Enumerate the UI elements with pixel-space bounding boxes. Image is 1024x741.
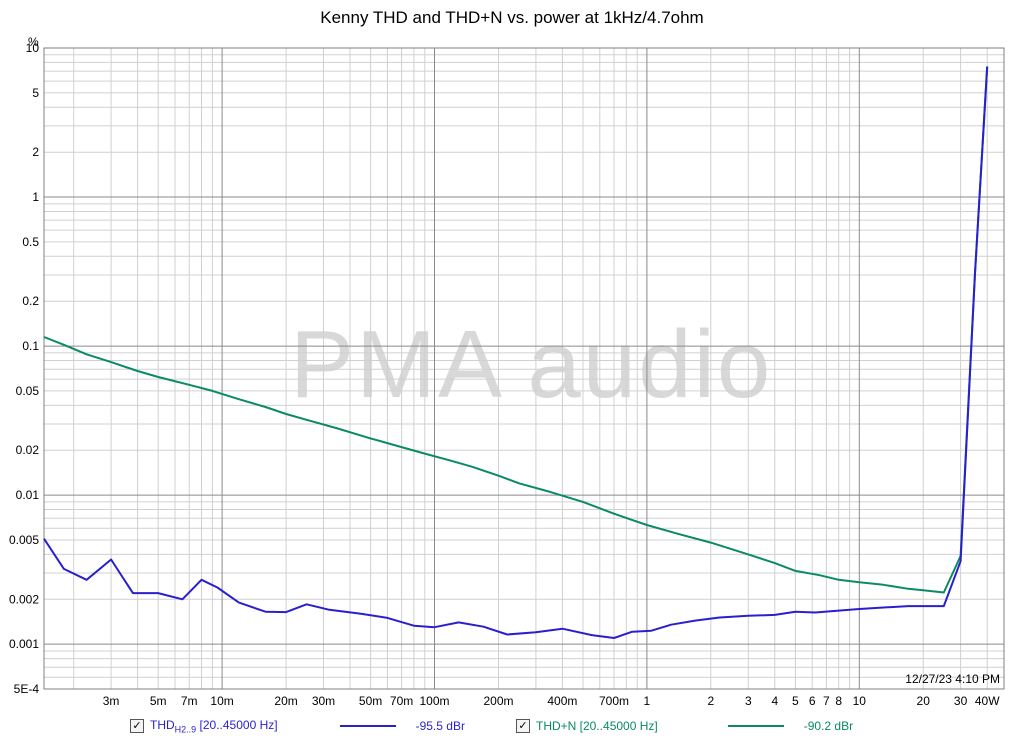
y-tick-label: 0.01 (16, 488, 40, 502)
y-tick-label: 0.05 (16, 384, 40, 398)
x-tick-label: 7 (823, 694, 830, 708)
legend-thd[interactable]: ✓ THDH2..9 [20..45000 Hz] -95.5 dBr (130, 716, 465, 736)
y-tick-label: 5 (32, 86, 39, 100)
x-tick-label: 50m (359, 694, 382, 708)
thd-value: -95.5 dBr (415, 719, 465, 733)
x-tick-label: 10 (853, 694, 867, 708)
x-tick-label: 7m (181, 694, 198, 708)
y-tick-label: 0.2 (22, 294, 39, 308)
series-lines (43, 66, 989, 639)
plot-frame (43, 47, 1005, 690)
thd-swatch (339, 725, 396, 727)
x-ticks: 3m 5m 7m 10m 20m 30m 50m 70m 100m 200m 400m 700m 1 2 3… (103, 694, 1000, 708)
x-tick-label: 200m (483, 694, 513, 708)
chart-title: Kenny THD and THD+N vs. power at 1kHz/4.… (320, 8, 704, 27)
x-tick-label: 20 (917, 694, 931, 708)
x-tick-label: 70m (390, 694, 413, 708)
x-tick-label: 40W (975, 694, 1000, 708)
thd-label: THD (150, 717, 175, 732)
x-tick-label: 30m (312, 694, 335, 708)
x-tick-label: 30 (954, 694, 968, 708)
x-tick-label: 100m (419, 694, 449, 708)
thdn-swatch (727, 725, 784, 727)
x-tick-label: 20m (274, 694, 297, 708)
x-tick-label: 3 (745, 694, 752, 708)
x-tick-label: 8 (835, 694, 842, 708)
x-tick-label: 400m (547, 694, 577, 708)
thd-range: [20..45000 Hz] (196, 717, 278, 732)
x-tick-label: 1 (644, 694, 651, 708)
y-tick-label: 0.5 (22, 235, 39, 249)
y-tick-label: 0.005 (9, 533, 39, 547)
y-tick-label: 0.02 (16, 443, 40, 457)
y-tick-label: 0.002 (9, 592, 39, 606)
thd-checkbox[interactable]: ✓ (130, 719, 144, 733)
y-tick-label: 2 (32, 145, 39, 159)
thd-subscript: H2..9 (174, 724, 197, 735)
y-axis-label: % (28, 35, 39, 49)
grid-major (44, 47, 1004, 689)
x-tick-label: 5m (150, 694, 167, 708)
series-thdn-line (43, 66, 989, 594)
y-tick-label: 1 (32, 190, 39, 204)
x-tick-label: 700m (599, 694, 629, 708)
x-tick-label: 2 (707, 694, 714, 708)
y-tick-label: 10 (26, 41, 40, 55)
grid-minor (44, 48, 1004, 690)
y-tick-label: 5E-4 (14, 682, 40, 696)
y-tick-label: 0.001 (9, 637, 39, 651)
legend-thdn[interactable]: ✓ THD+N [20..45000 Hz] -90.2 dBr (516, 716, 853, 736)
thdn-checkbox[interactable]: ✓ (516, 719, 530, 733)
x-tick-label: 4 (771, 694, 778, 708)
y-tick-label: 0.1 (22, 339, 39, 353)
watermark: PMA audio (290, 311, 773, 418)
thdn-value: -90.2 dBr (803, 719, 854, 733)
x-tick-label: 5 (792, 694, 799, 708)
timestamp: 12/27/23 4:10 PM (905, 672, 1000, 686)
x-tick-label: 3m (103, 694, 120, 708)
x-tick-label: 6 (809, 694, 816, 708)
thdn-label: THD+N [20..45000 Hz] (536, 719, 658, 733)
series-thd-line (43, 66, 989, 639)
thd-legend-label: THDH2..9 [20..45000 Hz] (150, 718, 278, 734)
x-tick-label: 10m (210, 694, 233, 708)
y-ticks: 10 5 2 1 0.5 0.2 0.1 0.05 0.02 0.01 0.005 0.002 0.00… (9, 41, 39, 696)
